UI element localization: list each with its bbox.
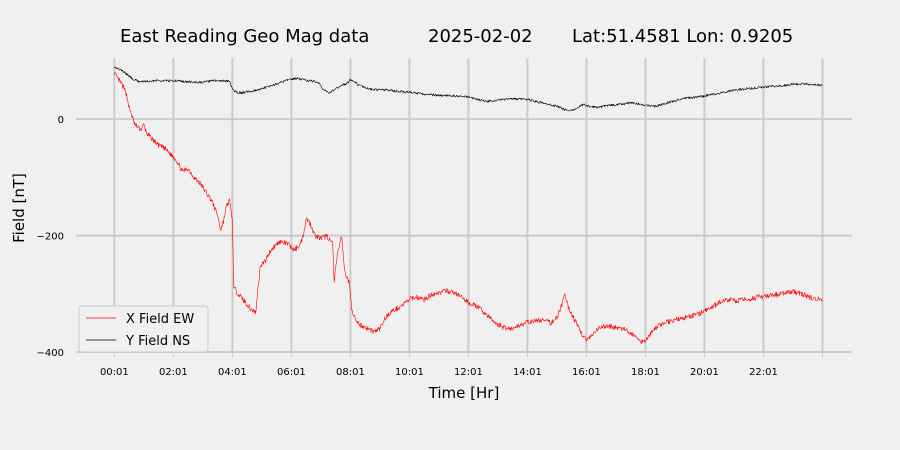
x-tick-label: 14:01: [513, 367, 542, 378]
series-line-x-field-ew: [114, 72, 823, 345]
y-tick-label: 0: [58, 115, 64, 126]
legend-label-y-field: Y Field NS: [125, 334, 190, 349]
y-tick-labels: 0 −200 −400: [37, 115, 64, 359]
x-tick-label: 10:01: [395, 367, 424, 378]
x-tick-label: 18:01: [631, 367, 660, 378]
x-tick-labels: 00:01 02:01 04:01 06:01 08:01 10:01 12:01 14:01…: [100, 367, 778, 378]
chart-title: East Reading Geo Mag data 2025-02-02 Lat…: [120, 26, 793, 47]
x-tick-label: 02:01: [159, 367, 188, 378]
title-location: Lat:51.4581 Lon: 0.9205: [572, 26, 793, 47]
x-tick-label: 16:01: [572, 367, 601, 378]
x-tick-label: 08:01: [336, 367, 365, 378]
x-tick-label: 04:01: [218, 367, 247, 378]
legend-box: [78, 305, 209, 353]
y-tick-label: −200: [37, 232, 64, 243]
x-tick-label: 06:01: [277, 367, 306, 378]
x-tick-label: 12:01: [454, 367, 483, 378]
series-line-y-field-ns: [114, 66, 823, 112]
y-axis-label: Field [nT]: [10, 173, 28, 243]
x-tick-label: 22:01: [749, 367, 778, 378]
x-axis-label: Time [Hr]: [428, 384, 500, 402]
legend-label-x-field: X Field EW: [126, 312, 194, 327]
title-station: East Reading Geo Mag data: [120, 26, 369, 47]
x-tick-label: 00:01: [100, 367, 129, 378]
series-lines: [114, 66, 823, 345]
title-date: 2025-02-02: [428, 26, 533, 47]
y-tick-label: −400: [37, 348, 64, 359]
legend: X Field EW Y Field NS: [78, 305, 209, 353]
x-tick-label: 20:01: [690, 367, 719, 378]
